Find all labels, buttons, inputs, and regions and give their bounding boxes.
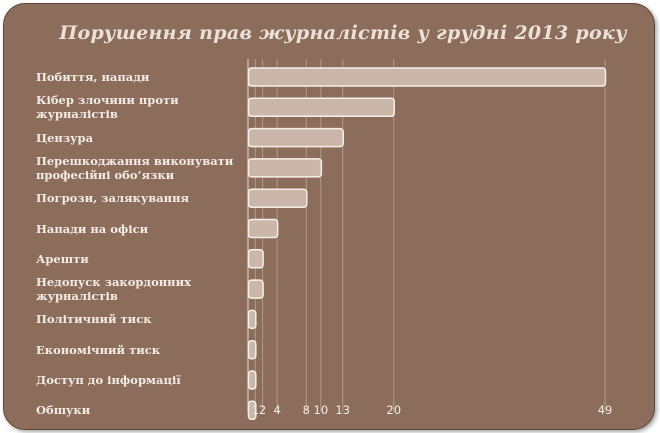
category-label: Арешти <box>36 251 89 266</box>
x-tick-label: 4 <box>273 403 280 417</box>
x-tick-label: 10 <box>314 403 329 417</box>
bar <box>247 309 257 330</box>
x-tick-label: 49 <box>598 403 613 417</box>
bar <box>247 339 257 360</box>
bar <box>247 97 395 118</box>
bar <box>247 188 308 208</box>
bar <box>247 400 257 421</box>
category-label: Політичний тиск <box>36 312 152 327</box>
bar <box>247 249 264 269</box>
x-tick-label: 1 <box>252 403 259 417</box>
category-label: Погрози, залякування <box>36 191 189 206</box>
bar <box>247 158 323 178</box>
category-label: Доступ до інформації <box>36 373 181 387</box>
bar <box>247 279 264 299</box>
category-label: Напади на офіси <box>36 221 149 236</box>
chart-title: Порушення прав журналістів у грудні 2013… <box>59 22 627 44</box>
x-tick-label: 8 <box>303 403 310 417</box>
x-tick-label: 20 <box>386 403 401 417</box>
category-label: Кібер злочини проти журналістів <box>36 93 179 122</box>
bar <box>247 218 279 239</box>
category-label: Побиття, напади <box>36 70 150 84</box>
category-label: Цензура <box>36 130 94 145</box>
bar <box>247 370 257 390</box>
bar <box>247 67 607 87</box>
category-label: Економічний тиск <box>36 342 161 357</box>
category-label: Недопуск закордонних журналістів <box>36 275 191 304</box>
chart-card: Порушення прав журналістів у грудні 2013… <box>3 3 655 430</box>
bar <box>247 127 344 148</box>
bar-plot: 1 2 4 8 10 13 20 49 <box>247 59 613 421</box>
x-tick-label: 13 <box>335 403 350 417</box>
category-label: Обшуки <box>36 403 91 418</box>
x-tick-label: 2 <box>259 403 266 417</box>
category-label: Перешкоджання виконувати професійні обо’… <box>36 153 234 182</box>
